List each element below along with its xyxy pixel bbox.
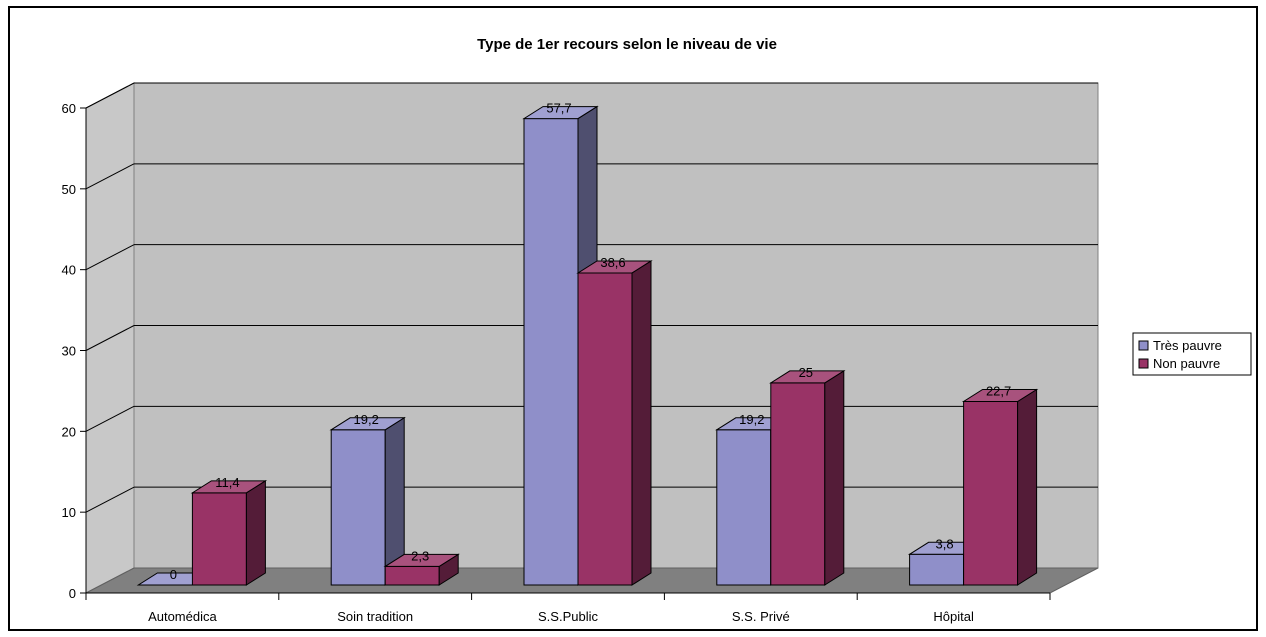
gridline-side xyxy=(85,405,135,432)
legend-box xyxy=(1132,332,1252,376)
data-label: 3,8 xyxy=(936,536,954,551)
y-tick-label: 20 xyxy=(62,424,76,439)
gridline-side xyxy=(85,163,135,190)
bar-top xyxy=(961,389,1039,403)
data-labels: 0 11,4 19,2 2,3 57,7 38,6 19,2 25 3,8 22,7 xyxy=(170,101,1011,582)
legend-label: Non pauvre xyxy=(1153,356,1220,371)
x-tick-label: S.S. Privé xyxy=(732,609,790,624)
bar-top xyxy=(329,417,406,431)
legend-label: Très pauvre xyxy=(1153,338,1222,353)
bar xyxy=(384,565,440,586)
x-tick-label: Hôpital xyxy=(933,609,974,624)
y-tick-label: 40 xyxy=(62,263,76,278)
data-label: 0 xyxy=(170,567,177,582)
y-tick-label: 50 xyxy=(62,182,76,197)
bar xyxy=(577,272,633,586)
gridline-side xyxy=(85,325,135,351)
x-tick-label: S.S.Public xyxy=(538,609,598,624)
bar xyxy=(770,382,826,586)
data-label: 22,7 xyxy=(986,384,1011,399)
gridline-side xyxy=(85,244,135,271)
y-tick-label: 60 xyxy=(62,101,76,116)
legend-swatch xyxy=(1138,358,1149,369)
y-tick-label: 30 xyxy=(62,344,76,359)
bar-top xyxy=(190,480,268,494)
data-label: 57,7 xyxy=(546,101,571,116)
chart-title: Type de 1er recours selon le niveau de v… xyxy=(477,36,777,53)
x-tick-label: Automédica xyxy=(148,609,217,624)
bar-chart: Type de 1er recours selon le niveau de v… xyxy=(62,36,1252,624)
bar xyxy=(909,553,965,586)
bar-top xyxy=(383,553,460,567)
data-label: 11,4 xyxy=(215,475,239,490)
legend: Très pauvre Non pauvre xyxy=(1132,332,1252,376)
bar xyxy=(963,401,1019,586)
bar-top xyxy=(576,260,653,274)
legend-swatch xyxy=(1138,340,1149,351)
data-label: 38,6 xyxy=(600,255,625,270)
bar-side xyxy=(245,479,266,586)
data-label: 19,2 xyxy=(354,412,379,427)
bar xyxy=(191,492,247,586)
bar-top xyxy=(522,106,599,120)
bar-side xyxy=(1017,388,1038,586)
data-label: 2,3 xyxy=(411,548,429,563)
data-label: 19,2 xyxy=(739,412,764,427)
chart-frame: Type de 1er recours selon le niveau de v… xyxy=(8,6,1258,631)
x-tick-label: Soin tradition xyxy=(337,609,413,624)
bar-top xyxy=(769,370,846,384)
axes: 0 10 20 30 40 50 60 Automédica Soin tradition S.S… xyxy=(62,101,1051,624)
bar xyxy=(330,429,386,586)
bar-side xyxy=(631,260,652,586)
gridline-side xyxy=(85,486,135,513)
data-label: 25 xyxy=(799,365,813,380)
bars xyxy=(136,105,1039,586)
gridline-side xyxy=(85,82,135,109)
bar-side xyxy=(824,370,845,586)
bar xyxy=(716,429,772,586)
y-tick-label: 0 xyxy=(69,586,76,601)
y-tick-label: 10 xyxy=(62,505,76,520)
bar xyxy=(523,118,579,586)
